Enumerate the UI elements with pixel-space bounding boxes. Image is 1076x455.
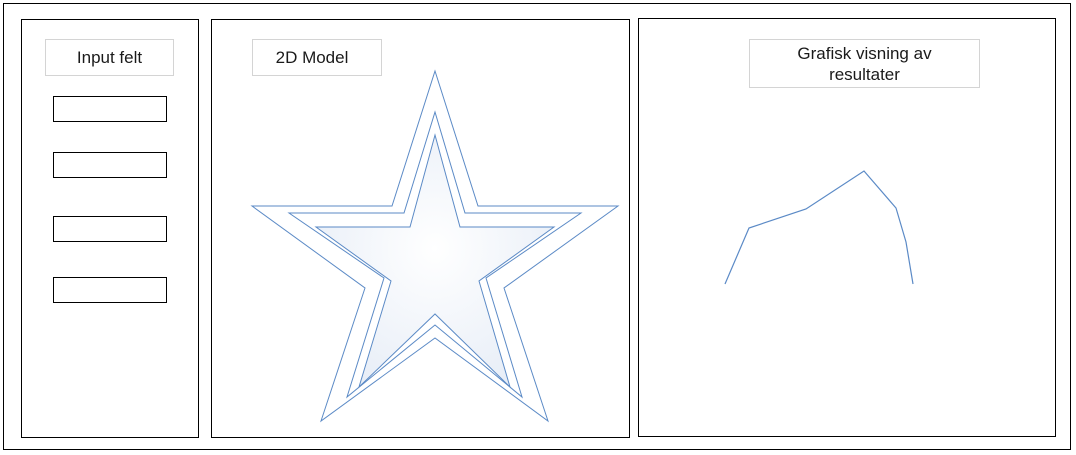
graph-panel-title: Grafisk visning av resultater [749,39,980,88]
input-panel-title: Input felt [45,39,174,76]
input-field-2[interactable] [53,152,167,178]
model-panel-title: 2D Model [252,39,382,76]
input-field-3[interactable] [53,216,167,242]
input-field-4[interactable] [53,277,167,303]
input-field-1[interactable] [53,96,167,122]
model-panel [211,19,630,438]
